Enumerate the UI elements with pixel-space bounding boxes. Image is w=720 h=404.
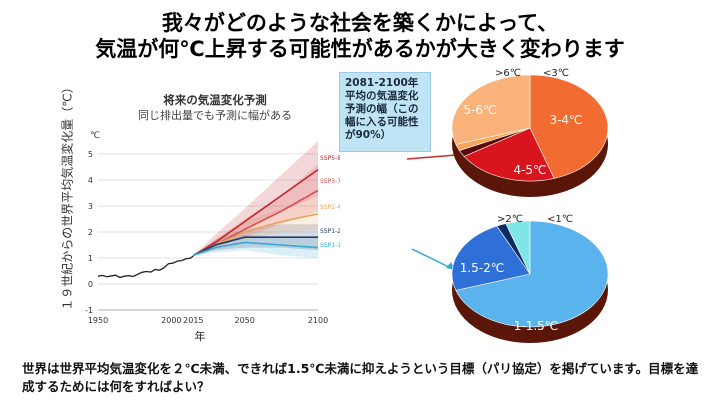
series-lines [97,168,319,279]
temperature-projection-chart: 将来の気温変化予測 同じ排出量でも予測に幅がある -1 0 1 2 3 4 5 1950 200… [85,93,340,343]
y-tick-label: 2 [88,228,93,237]
pie-label: 1-1.5℃ [514,319,559,333]
pie-label: <1℃ [547,214,573,225]
x-tick-label: 2000 [161,316,181,325]
pie-slice [505,220,531,275]
y-tick-label: 3 [88,202,93,211]
y-tick-label: 0 [88,280,93,289]
pie-chart-ssp585: 4-5℃ 5-6℃ 3-4℃ >6℃ <3℃ [451,68,609,197]
chart-gridlines [98,153,318,311]
y-tick-label: 5 [88,150,93,159]
series-line [193,241,319,257]
pie-label: 4-5℃ [513,163,546,177]
pie-slice [451,74,531,145]
uncertainty-band [193,224,318,256]
x-tick-label: 1950 [88,316,108,325]
pie-slice [451,225,531,291]
x-tick-label: 2050 [234,316,254,325]
info-box: 2081-2100年平均の気温変化予測の幅（この幅に入る可能性が90%） [339,72,431,152]
chart-title: 将来の気温変化予測 [163,93,267,107]
pie-label: 3-4℃ [549,113,582,127]
pie-slice [529,74,609,179]
pie-label: >2℃ [497,214,523,225]
pie-label: <3℃ [543,68,569,79]
series-name-label: SSP5-8.5 [320,155,340,162]
pie-label: 1.5-2℃ [460,261,505,275]
bottom-paragraph: 世界は世界平均気温変化を２℃未満、できれば1.5℃未満に抑えようという目標（パリ… [22,361,699,394]
pie-slice [463,127,555,182]
uncertainty-band [193,141,318,256]
slide-title-line-1: 我々がどのような社会を築くかによって、 [161,11,559,35]
uncertainty-band [193,164,318,256]
series-line [192,168,319,257]
pie-label: 5-6℃ [463,103,496,117]
x-axis-label: 年 [195,329,206,343]
series-name-label: SSP1-2.6 [320,228,340,235]
chart-subtitle: 同じ排出量でも予測に幅がある [138,108,292,122]
pie-label: >6℃ [495,68,521,79]
slide-title-line-2: 気温が何℃上昇する可能性があるかが大きく変わります [95,37,625,61]
y-tick-label: 4 [88,176,93,185]
y-tick-label: -1 [85,306,93,315]
y-tick-label: 1 [88,254,93,263]
axis-ticks: -1 0 1 2 3 4 5 1950 2000 2015 2050 2100 [85,150,328,325]
historical-line [97,255,194,279]
series-name-label: SSP1-1.9 [320,242,340,249]
series-name-label: SSP3-7.0 [320,178,340,185]
x-tick-label: 2100 [308,316,328,325]
y-unit-label: ℃ [90,131,100,141]
series-labels: SSP5-8.53.3-5.7℃SSP3-7.02.8-4.6℃SSP2-4.5… [320,155,340,249]
pie-slice [455,220,609,328]
pie-chart-ssp119: 1-1.5℃ 1.5-2℃ >2℃ <1℃ [451,214,609,343]
x-tick-label: 2015 [183,316,203,325]
series-line [192,236,318,257]
series-name-label: SSP2-4.5 [320,204,340,211]
